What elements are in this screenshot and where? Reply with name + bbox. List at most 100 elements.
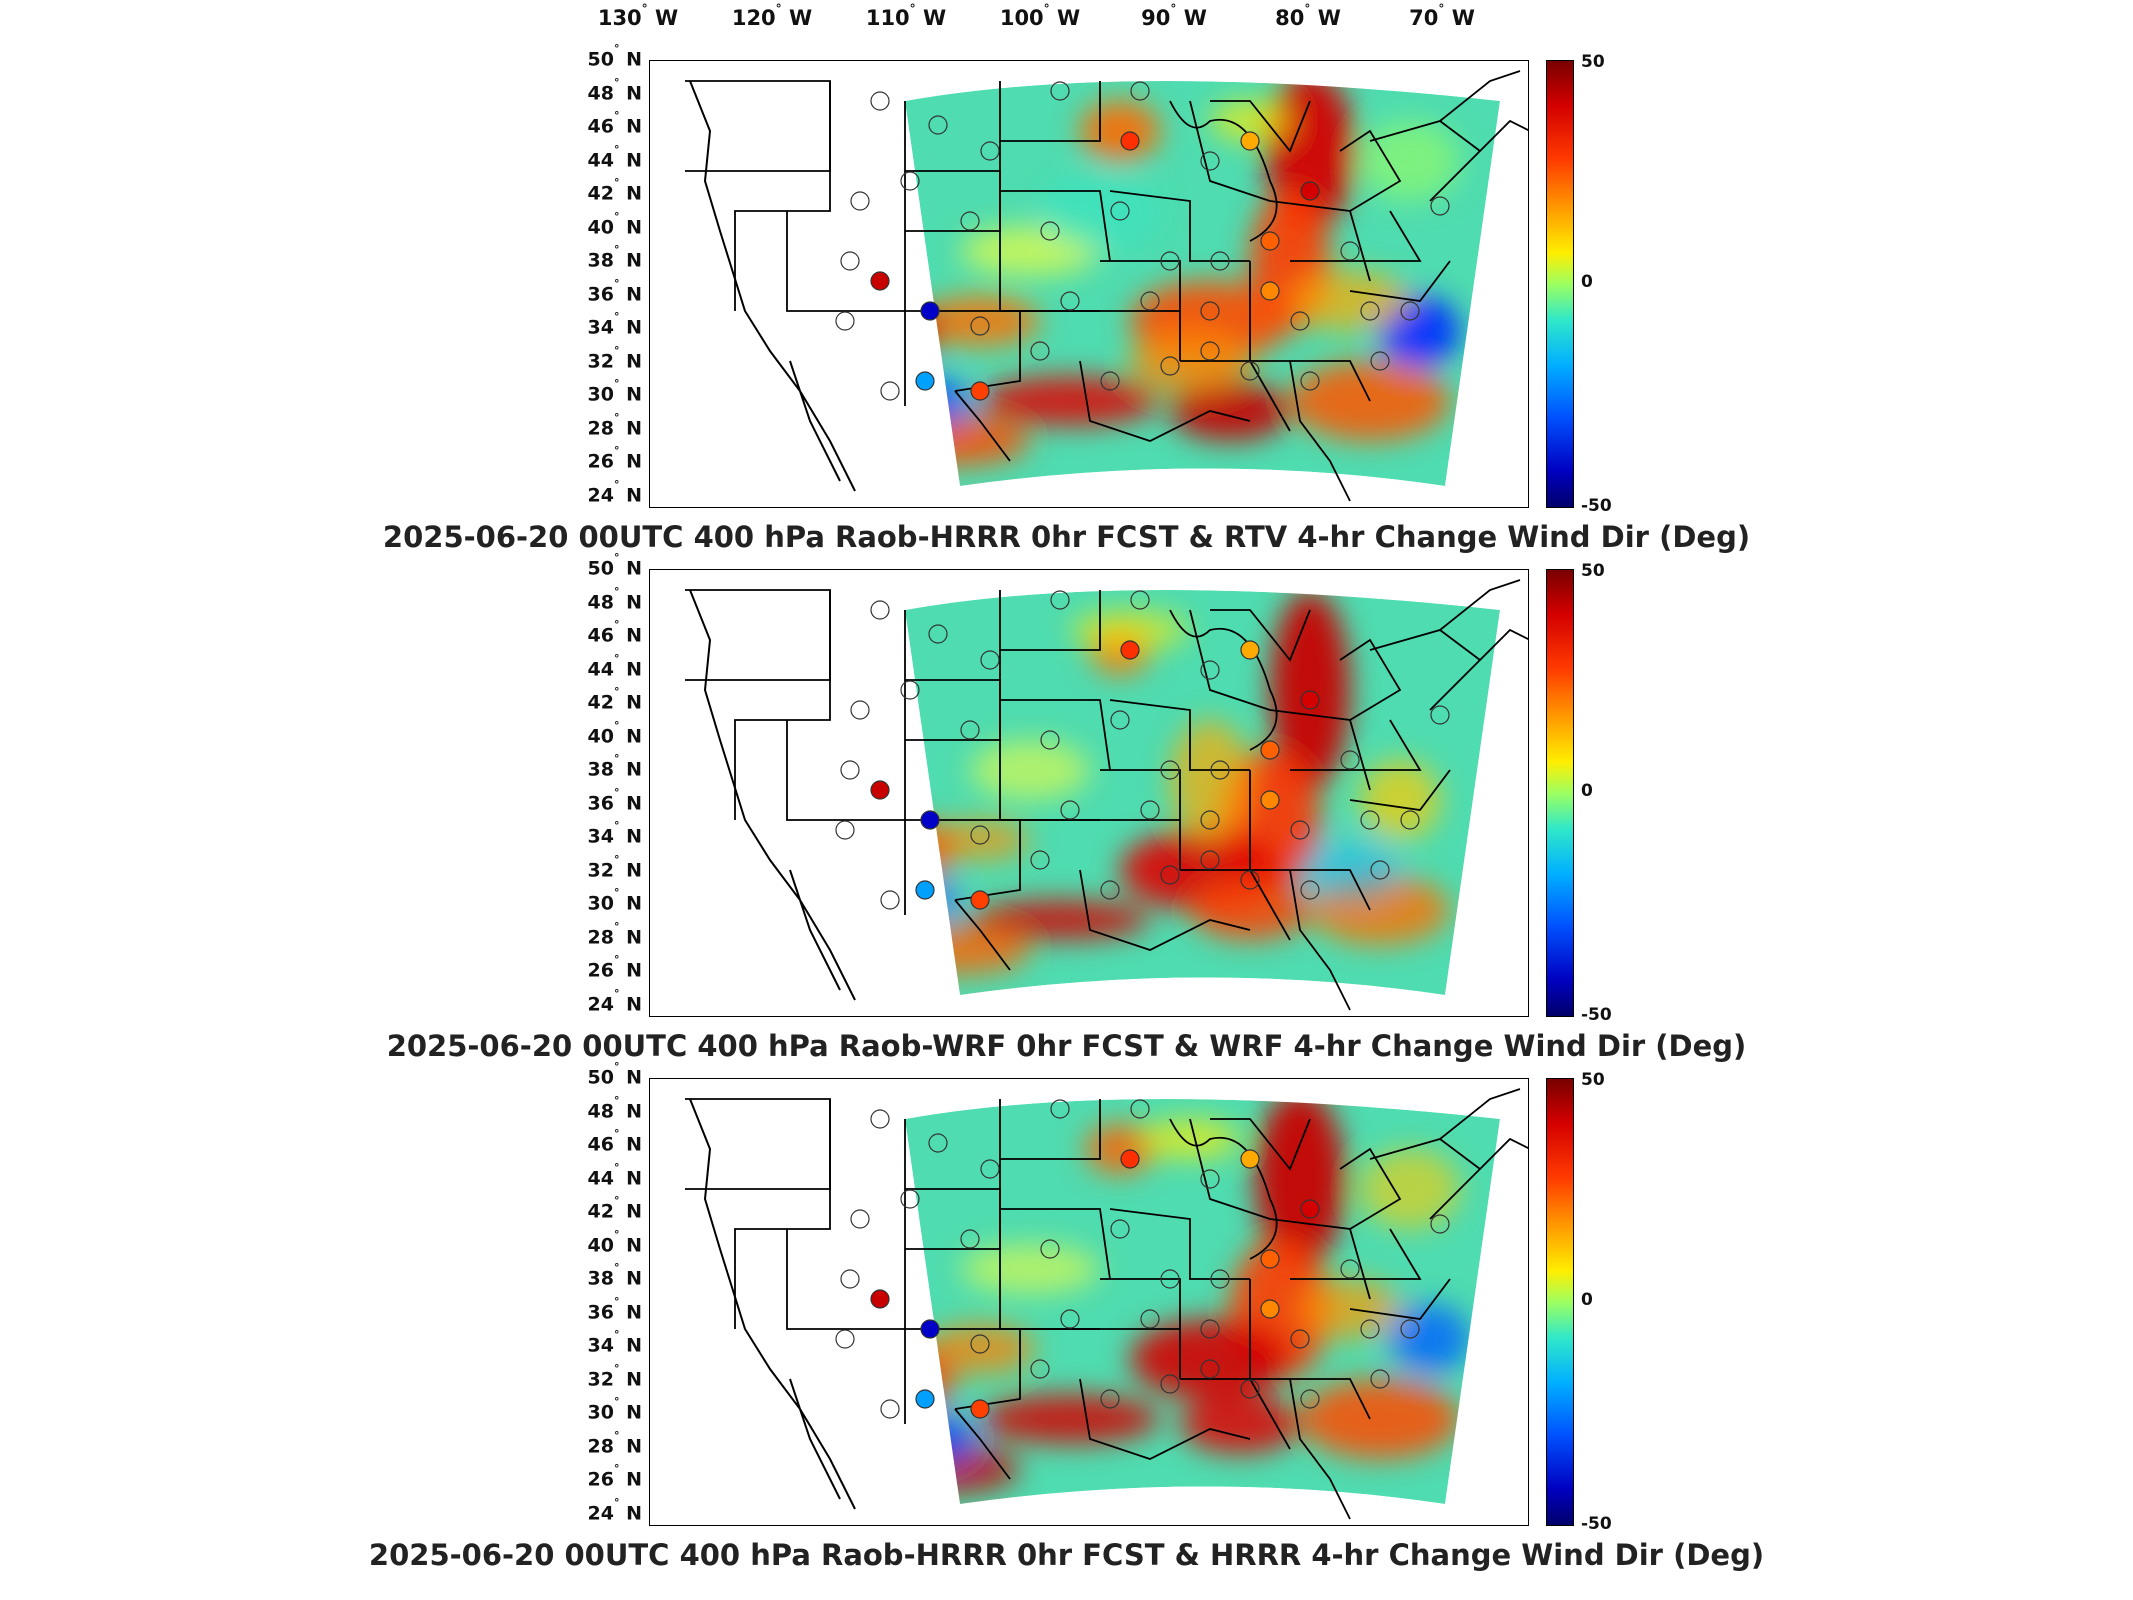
- coastline: [689, 589, 856, 1001]
- raob-station-marker: [1370, 351, 1390, 371]
- raob-station-marker: [1300, 690, 1320, 710]
- state-border: [1180, 1378, 1371, 1420]
- raob-station-marker: [1160, 865, 1180, 885]
- wind-change-region: [925, 1324, 1035, 1374]
- wind-direction-map: [685, 579, 1528, 1011]
- raob-station-marker: [1050, 1099, 1070, 1119]
- raob-station-marker: [1100, 880, 1120, 900]
- colorbar-min-label: -50: [1581, 1514, 1612, 1534]
- raob-station-marker: [1240, 131, 1260, 151]
- lat-label: 32° N: [587, 1361, 642, 1390]
- raob-station-marker: [1200, 850, 1220, 870]
- raob-station-marker: [1290, 1329, 1310, 1349]
- wind-change-region: [905, 416, 1030, 466]
- state-border: [1100, 260, 1181, 311]
- lon-label: 100° W: [999, 2, 1081, 30]
- raob-station-marker: [915, 371, 935, 391]
- raob-station-marker: [970, 1334, 990, 1354]
- state-border: [1210, 609, 1311, 662]
- map-plot-area: [649, 1078, 1529, 1526]
- lat-label: 44° N: [587, 651, 642, 680]
- lat-label: 44° N: [587, 142, 642, 171]
- lat-label: 40° N: [587, 209, 642, 238]
- raob-station-marker: [1060, 800, 1080, 820]
- raob-station-marker: [1260, 1249, 1280, 1269]
- raob-station-marker: [1160, 356, 1180, 376]
- raob-station-marker: [1290, 311, 1310, 331]
- raob-station-marker: [1030, 850, 1050, 870]
- lat-label: 32° N: [587, 343, 642, 372]
- colorbar-min-label: -50: [1581, 496, 1612, 516]
- state-border: [1479, 119, 1528, 152]
- raob-station-marker: [870, 271, 890, 291]
- raob-station-marker: [1040, 1239, 1060, 1259]
- state-border: [954, 1408, 1011, 1480]
- lat-label: 24° N: [587, 1495, 642, 1524]
- state-border: [954, 899, 1011, 971]
- map-panel-hrrr: 50° N 48° N 46° N 44° N 42° N 40° N 38° N 36° N…: [0, 1060, 2133, 1596]
- state-border: [1000, 699, 1111, 771]
- lat-label: 28° N: [587, 410, 642, 439]
- state-border: [1439, 70, 1521, 122]
- raob-station-marker: [1240, 361, 1260, 381]
- raob-station-marker: [1430, 196, 1450, 216]
- lat-label: 48° N: [587, 75, 642, 104]
- wind-change-region: [1170, 381, 1290, 441]
- state-border: [1000, 1099, 1101, 1160]
- state-border: [1000, 590, 1101, 651]
- raob-station-marker: [840, 1269, 860, 1289]
- wind-change-region: [1130, 1319, 1290, 1399]
- colorbar-max-label: 50: [1581, 561, 1605, 581]
- lat-label: 28° N: [587, 919, 642, 948]
- raob-station-marker: [1030, 341, 1050, 361]
- lat-label: 42° N: [587, 176, 642, 205]
- colorbar: [1546, 569, 1574, 1017]
- raob-station-marker: [1360, 301, 1380, 321]
- longitude-axis: 130° W 120° W 110° W 100° W 90° W 80° W …: [0, 0, 2133, 40]
- wind-change-region: [1360, 121, 1460, 201]
- wind-change-region: [905, 820, 955, 880]
- raob-station-marker: [980, 1159, 1000, 1179]
- raob-station-marker: [1060, 1309, 1080, 1329]
- state-border: [1439, 1088, 1521, 1140]
- lat-label: 24° N: [587, 477, 642, 506]
- state-border: [1000, 190, 1111, 262]
- state-border: [954, 390, 1011, 462]
- state-border: [1109, 1208, 1250, 1280]
- state-border: [1180, 869, 1371, 911]
- state-border: [734, 81, 831, 311]
- state-border: [1339, 1147, 1402, 1230]
- wind-change-region: [970, 740, 1090, 800]
- state-border: [1339, 638, 1402, 721]
- wind-change-region: [1265, 81, 1355, 231]
- state-border: [1290, 210, 1422, 262]
- raob-station-marker: [1430, 1214, 1450, 1234]
- wind-change-region: [1180, 1394, 1300, 1454]
- raob-station-marker: [1110, 710, 1130, 730]
- state-border: [1349, 769, 1451, 811]
- raob-station-marker: [928, 115, 948, 135]
- lat-label: 44° N: [587, 1160, 642, 1189]
- raob-station-marker: [850, 700, 870, 720]
- colorbar-max-label: 50: [1581, 52, 1605, 72]
- wind-change-region: [1080, 101, 1160, 161]
- lat-label: 50° N: [587, 551, 642, 580]
- state-border: [1369, 120, 1482, 202]
- raob-station-marker: [970, 316, 990, 336]
- state-border: [1290, 1228, 1422, 1280]
- raob-station-marker: [870, 91, 890, 111]
- panel-title: 2025-06-20 00UTC 400 hPa Raob-WRF 0hr FC…: [386, 1029, 1747, 1063]
- raob-station-marker: [1200, 1359, 1220, 1379]
- state-border: [1349, 260, 1451, 302]
- wind-direction-map: [685, 70, 1528, 502]
- lat-label: 38° N: [587, 1261, 642, 1290]
- colorbar: [1546, 60, 1574, 508]
- wind-change-region: [1270, 590, 1350, 790]
- lat-label: 26° N: [587, 953, 642, 982]
- lon-label: 90° W: [1141, 2, 1207, 30]
- raob-station-marker: [1140, 1309, 1160, 1329]
- raob-station-marker: [970, 890, 990, 910]
- state-border: [786, 1229, 905, 1330]
- state-border: [1289, 1378, 1351, 1520]
- state-border: [786, 720, 905, 821]
